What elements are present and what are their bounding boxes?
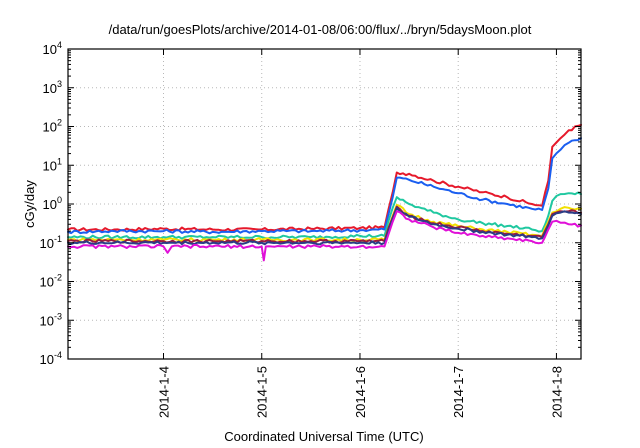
y-tick-label: 101	[43, 156, 62, 173]
x-axis-label: Coordinated Universal Time (UTC)	[224, 429, 423, 444]
y-tick-label: 104	[43, 40, 62, 57]
y-tick-label: 103	[43, 79, 62, 96]
chart-title: /data/run/goesPlots/archive/2014-01-08/0…	[109, 22, 532, 37]
x-tick-label: 2014-1-4	[157, 366, 172, 418]
y-axis-tick-labels: 10-4 10-3 10-2 10-1 100 101 102 103 104	[40, 40, 62, 367]
x-tick-label: 2014-1-5	[255, 366, 270, 418]
y-tick-label: 10-1	[40, 234, 62, 251]
data-series	[67, 123, 582, 262]
y-axis-label: cGy/day	[22, 180, 37, 228]
x-tick-label: 2014-1-7	[451, 366, 466, 418]
x-tick-label: 2014-1-6	[353, 366, 368, 418]
series-line	[67, 191, 582, 240]
series-line	[67, 203, 582, 243]
x-tick-label: 2014-1-8	[549, 366, 564, 418]
y-tick-label: 102	[43, 118, 62, 135]
y-tick-label: 10-3	[40, 311, 62, 328]
series-line	[67, 123, 582, 232]
y-tick-label: 10-2	[40, 273, 62, 290]
series-line	[67, 206, 582, 246]
series-line	[67, 137, 582, 235]
y-tick-label: 100	[43, 195, 62, 212]
series-line	[67, 210, 582, 262]
axis-ticks	[68, 48, 581, 360]
y-tick-label: 10-4	[40, 350, 62, 367]
x-axis-tick-labels: 2014-1-4 2014-1-5 2014-1-6 2014-1-7 2014-1-8	[157, 366, 565, 418]
